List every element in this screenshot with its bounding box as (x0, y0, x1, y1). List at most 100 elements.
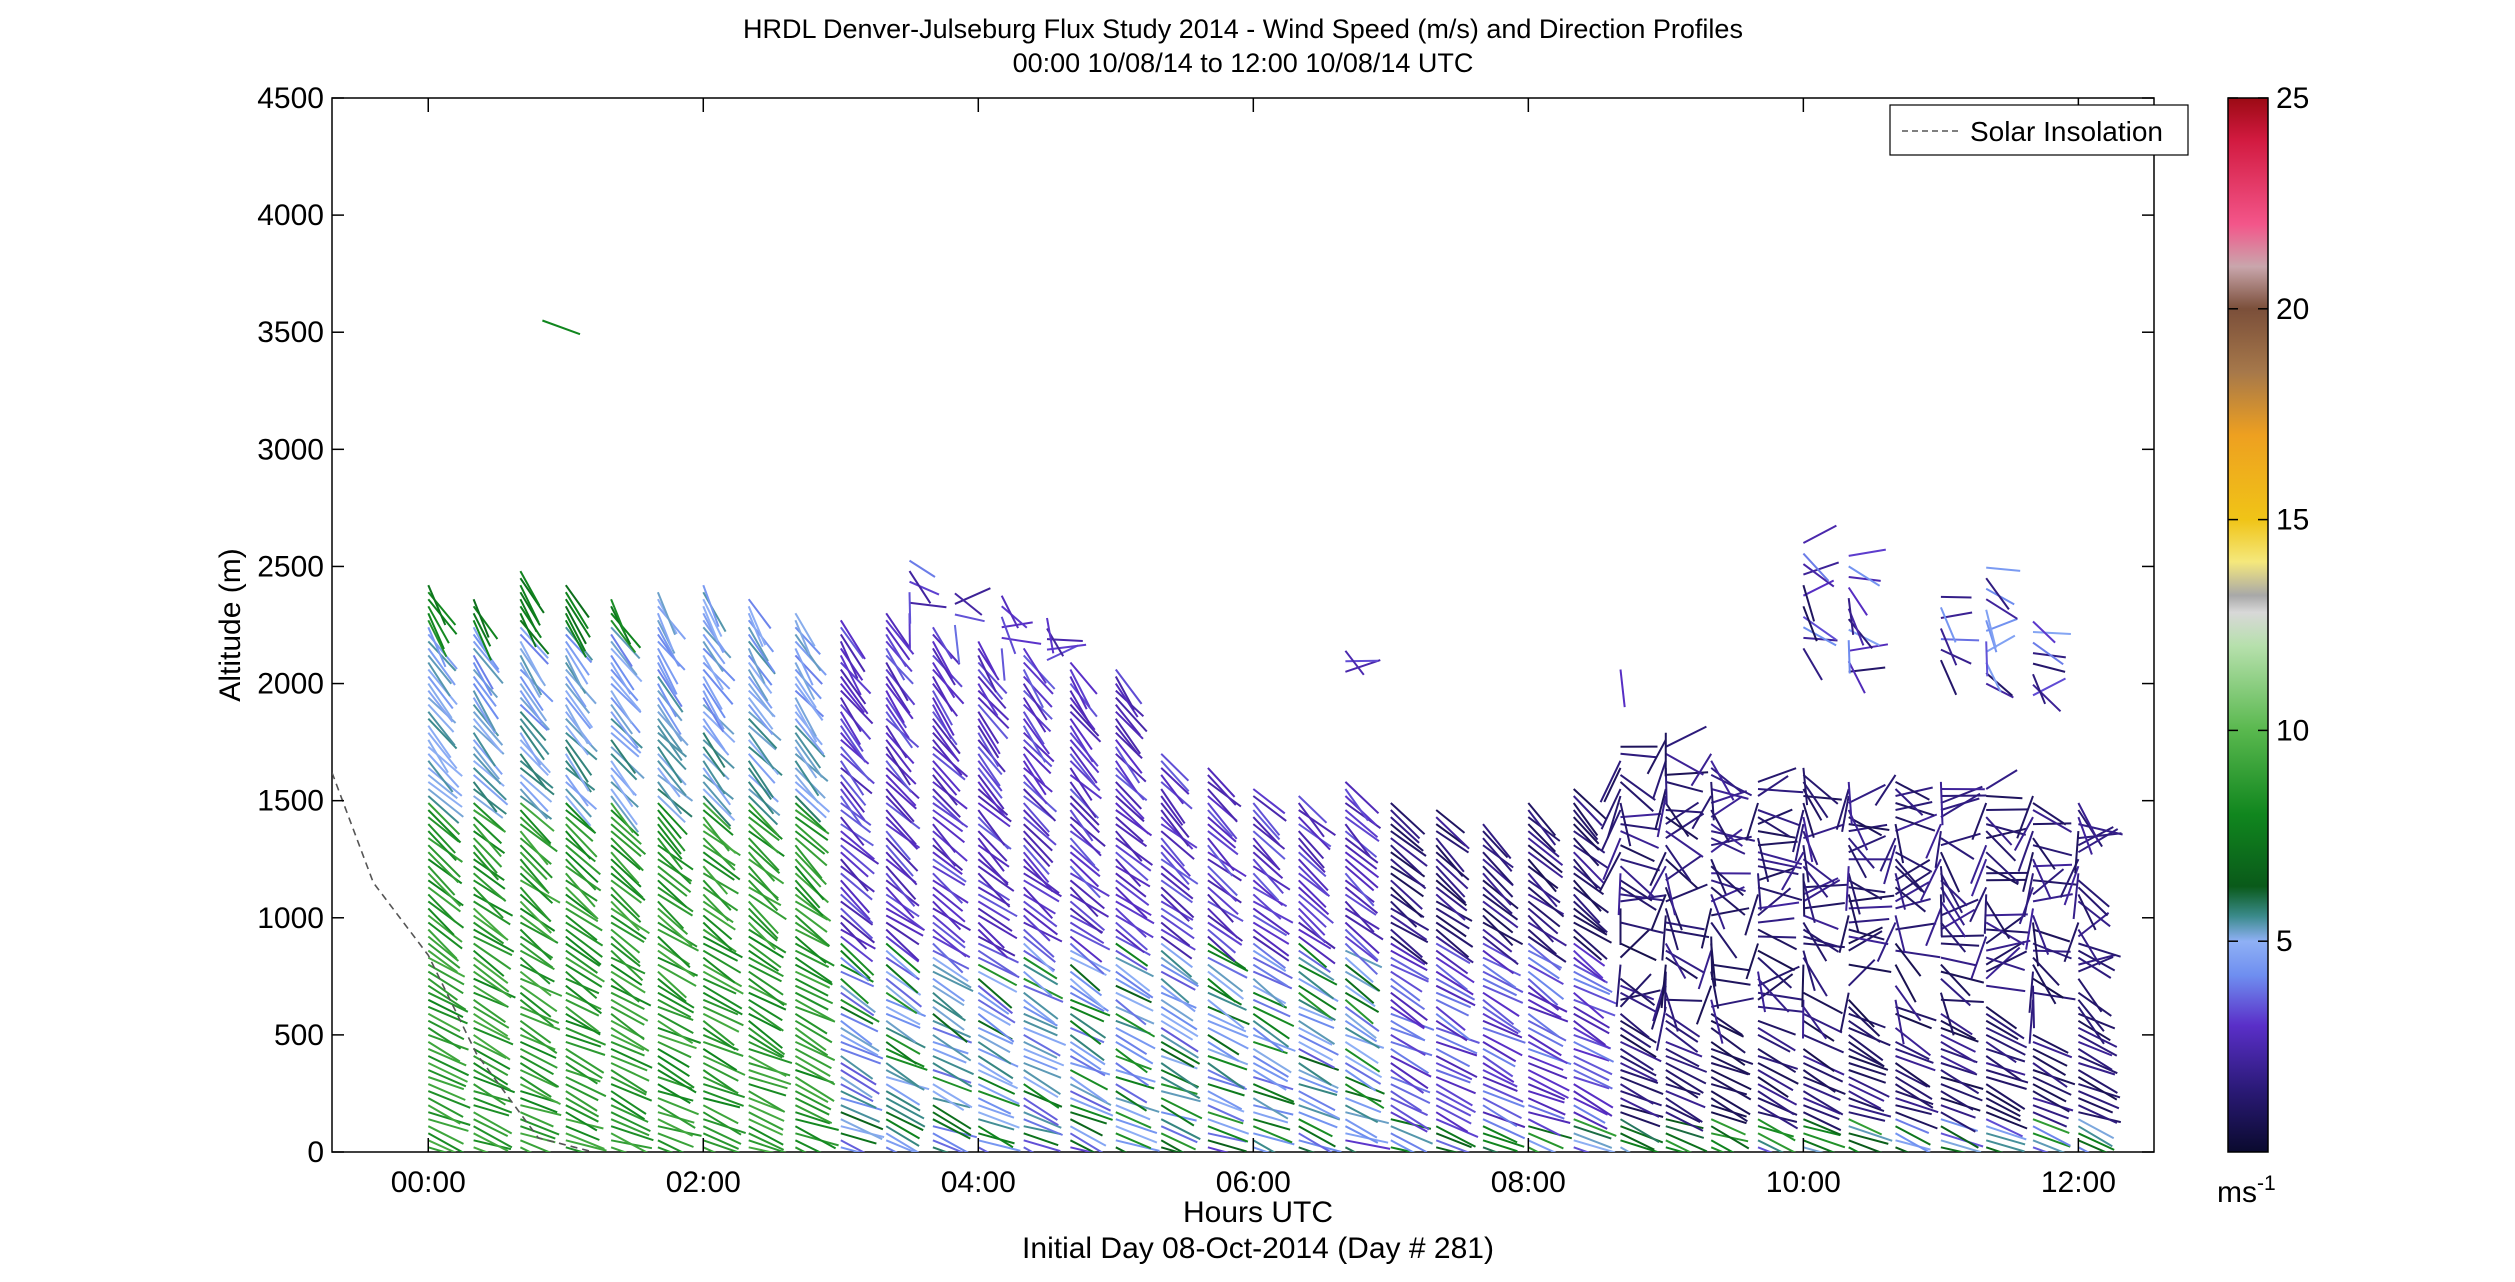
wind-barb (1115, 1048, 1148, 1074)
wind-barb (427, 647, 456, 686)
wind-barb (1985, 1012, 2025, 1040)
wind-barb (1344, 851, 1380, 879)
wind-barb (519, 584, 540, 623)
wind-barb (1023, 1118, 1063, 1136)
wind-barb (657, 949, 696, 978)
wind-barb (1573, 921, 1612, 944)
wind-barb (1022, 718, 1051, 755)
wind-barb (1665, 752, 1704, 776)
wind-barb (748, 1055, 787, 1077)
wind-barb (657, 823, 682, 855)
wind-barb (748, 844, 781, 875)
wind-barb (1620, 1097, 1660, 1118)
wind-barb (702, 676, 723, 710)
wind-barb (1069, 1076, 1108, 1104)
wind-barb (748, 956, 784, 978)
wind-barb (1252, 928, 1290, 957)
wind-barb (1207, 949, 1249, 972)
wind-barb (473, 1012, 509, 1038)
wind-barb (702, 633, 726, 665)
wind-barb (1665, 1019, 1699, 1043)
wind-barb (1207, 886, 1239, 915)
wind-barb (1802, 605, 1818, 642)
wind-barb (1390, 1019, 1426, 1042)
plot-area (331, 97, 2155, 1153)
wind-barb (564, 753, 590, 792)
wind-barb (932, 858, 967, 883)
wind-barb (1802, 767, 1809, 806)
wind-barb (1023, 1040, 1058, 1059)
wind-barb (885, 1111, 924, 1132)
wind-barb (657, 1125, 702, 1137)
wind-barb (564, 640, 590, 676)
wind-barb (610, 1097, 646, 1121)
wind-barb (1344, 928, 1379, 962)
wind-barb (885, 711, 914, 749)
wind-barb (519, 640, 543, 682)
wind-barb (1390, 886, 1423, 918)
wind-barb (2032, 677, 2066, 697)
wind-barb (1527, 921, 1567, 947)
wind-barb (1619, 1019, 1657, 1044)
wind-barb (747, 654, 773, 686)
wind-barb (795, 1111, 831, 1125)
wind-barb (472, 746, 500, 780)
wind-barb (2032, 837, 2056, 870)
wind-barb (1207, 928, 1237, 954)
wind-barb (1435, 1090, 1476, 1114)
wind-barb (977, 654, 997, 693)
wind-barb (1252, 830, 1286, 860)
wind-barb (977, 661, 1008, 695)
wind-barb (657, 1139, 685, 1152)
wind-barb (1297, 914, 1327, 944)
wind-barb (1600, 809, 1622, 852)
wind-barb (1803, 795, 1842, 801)
wind-barb (1482, 907, 1514, 934)
wind-barb (1527, 1062, 1568, 1080)
wind-barb (1983, 894, 1988, 934)
wind-barb (1986, 984, 2026, 993)
wind-barb (1757, 1076, 1789, 1098)
wind-barb (472, 697, 497, 734)
wind-barb (794, 830, 826, 855)
wind-barb (1298, 984, 1337, 1011)
wind-barb (565, 872, 596, 908)
wind-barb (932, 647, 956, 686)
wind-barb (657, 1069, 697, 1094)
wind-barb (2032, 1139, 2066, 1152)
wind-barb (794, 963, 833, 986)
wind-barb (1252, 865, 1291, 891)
wind-barb (1664, 873, 1676, 916)
wind-barb (2023, 873, 2034, 918)
wind-barb (1297, 907, 1326, 936)
wind-barb (1527, 1139, 1557, 1152)
wind-barb (565, 788, 592, 818)
wind-barb (564, 619, 587, 658)
wind-barb (1435, 886, 1468, 912)
wind-barb (519, 1069, 558, 1088)
wind-barb (1985, 1090, 2021, 1112)
wind-barb (1802, 1069, 1836, 1093)
wind-barb (702, 767, 732, 806)
wind-barb (1482, 1118, 1526, 1140)
wind-barb (610, 928, 641, 954)
wind-barb (1435, 893, 1466, 921)
wind-barb (748, 1062, 791, 1077)
wind-barb (1298, 1012, 1335, 1030)
wind-barb (610, 998, 649, 1022)
wind-barb (1620, 1040, 1662, 1063)
wind-barb (885, 704, 910, 739)
wind-barb (564, 605, 587, 645)
wind-barb (565, 900, 599, 923)
wind-barb (932, 809, 964, 833)
wind-barb (1925, 908, 1942, 947)
wind-barb (1069, 879, 1105, 910)
wind-barb (519, 823, 558, 853)
wind-barb (1344, 872, 1375, 907)
wind-barb (1345, 659, 1381, 673)
wind-barb (1435, 1055, 1478, 1078)
wind-barb (657, 802, 688, 836)
wind-barb (1940, 1104, 1976, 1119)
wind-barb (1985, 1026, 2028, 1049)
wind-barb (1390, 802, 1426, 835)
